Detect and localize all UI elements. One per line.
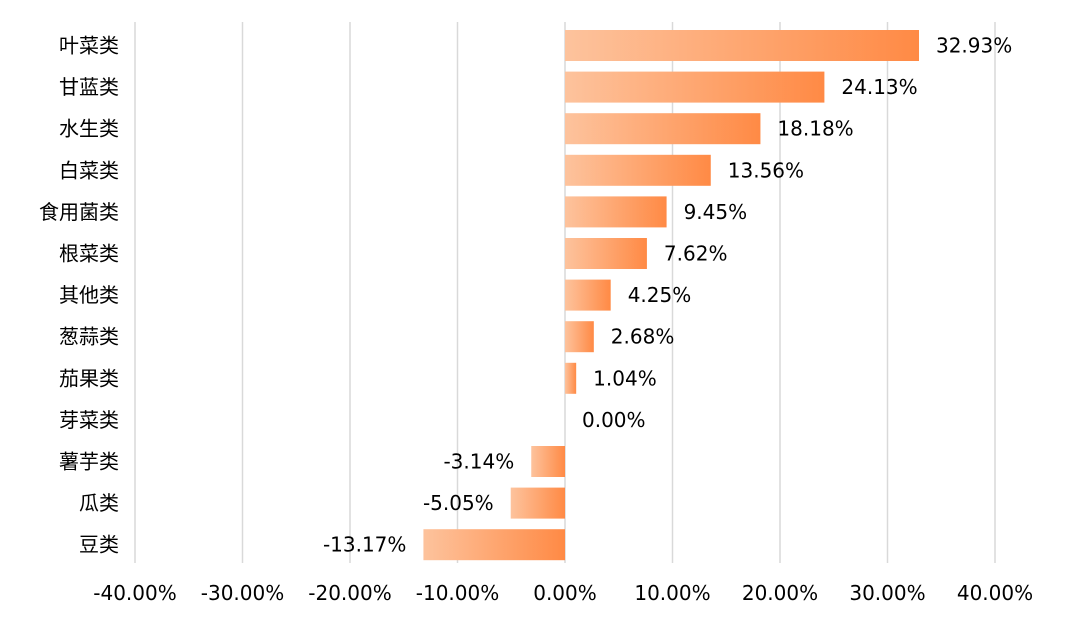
x-tick-label: -40.00%	[93, 581, 176, 605]
bar	[423, 529, 565, 561]
category-label: 葱蒜类	[59, 325, 119, 349]
x-axis-tick-labels: -40.00% -30.00% -20.00% -10.00% 0.00% 10.00% 2…	[93, 581, 1033, 605]
data-label: 1.04%	[593, 366, 657, 390]
data-label: 2.68%	[611, 325, 675, 349]
data-label: 13.56%	[728, 158, 804, 182]
x-tick-label: -10.00%	[416, 581, 499, 605]
data-label: 24.13%	[841, 75, 917, 99]
category-label: 根菜类	[59, 242, 119, 266]
bar	[565, 238, 647, 269]
x-tick-label: 20.00%	[742, 581, 818, 605]
x-tick-label: -30.00%	[201, 581, 284, 605]
category-label: 白菜类	[59, 158, 119, 182]
bars	[423, 30, 919, 561]
bar	[510, 487, 565, 519]
category-label: 芽菜类	[59, 408, 119, 432]
bar	[565, 154, 711, 186]
x-tick-label: 10.00%	[634, 581, 710, 605]
bar	[565, 113, 761, 145]
bar	[565, 321, 594, 353]
category-label: 水生类	[59, 117, 119, 141]
category-label: 甘蓝类	[59, 75, 119, 99]
category-label: 豆类	[79, 533, 119, 557]
bar	[565, 279, 611, 311]
data-label: 7.62%	[664, 242, 728, 266]
bar	[565, 362, 577, 394]
x-tick-label: -20.00%	[308, 581, 391, 605]
value-labels: 32.93% 24.13% 18.18% 13.56% 9.45% 7.62% 4.25% 2…	[323, 34, 1012, 557]
data-label: -5.05%	[423, 491, 494, 515]
data-label: 0.00%	[582, 408, 646, 432]
category-label: 瓜类	[79, 491, 119, 515]
category-label: 叶菜类	[59, 34, 119, 58]
bar	[565, 30, 919, 61]
data-label: 4.25%	[628, 283, 692, 307]
x-tick-label: 0.00%	[533, 581, 597, 605]
bar	[565, 71, 825, 103]
x-tick-label: 30.00%	[849, 581, 925, 605]
category-label: 食用菌类	[39, 200, 119, 224]
category-label: 其他类	[59, 283, 119, 307]
category-label: 薯芋类	[59, 450, 119, 474]
data-label: -3.14%	[443, 450, 514, 474]
data-label: -13.17%	[323, 533, 406, 557]
x-tick-label: 40.00%	[957, 581, 1033, 605]
data-label: 18.18%	[777, 117, 853, 141]
bar	[531, 446, 565, 477]
data-label: 32.93%	[936, 34, 1012, 58]
bar	[565, 196, 667, 228]
data-label: 9.45%	[684, 200, 748, 224]
category-label: 茄果类	[59, 366, 119, 390]
